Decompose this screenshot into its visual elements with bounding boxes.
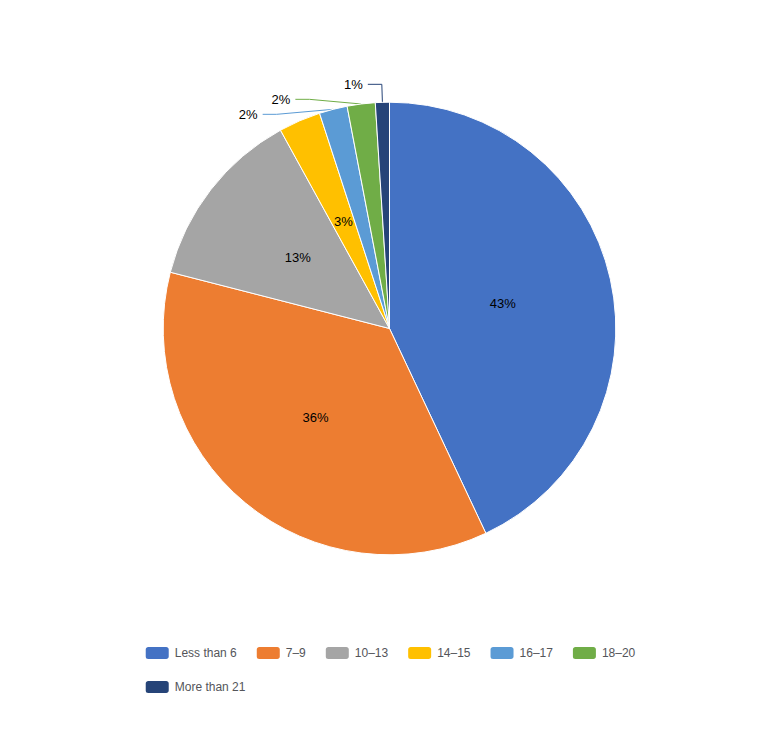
svg-text:1%: 1% — [344, 77, 363, 92]
svg-text:18–20: 18–20 — [602, 646, 636, 660]
svg-text:14–15: 14–15 — [437, 646, 471, 660]
svg-text:2%: 2% — [239, 107, 258, 122]
svg-text:16–17: 16–17 — [520, 646, 554, 660]
svg-text:36%: 36% — [302, 410, 328, 425]
svg-text:10–13: 10–13 — [355, 646, 389, 660]
svg-text:Less than 6: Less than 6 — [175, 646, 237, 660]
svg-text:7–9: 7–9 — [286, 646, 306, 660]
svg-text:13%: 13% — [285, 250, 311, 265]
svg-text:3%: 3% — [334, 214, 353, 229]
svg-text:43%: 43% — [490, 296, 516, 311]
svg-text:2%: 2% — [272, 92, 291, 107]
svg-text:More than 21: More than 21 — [175, 680, 246, 694]
